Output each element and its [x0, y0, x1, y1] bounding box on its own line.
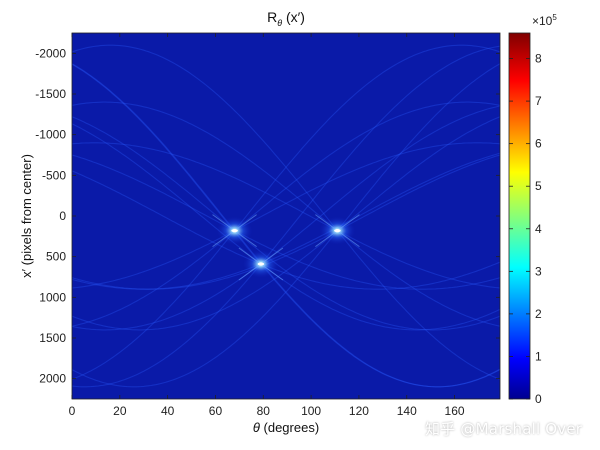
sinogram-trace	[72, 152, 500, 290]
colorbar-tick-label: 5	[535, 179, 542, 193]
sinogram-trace	[72, 44, 500, 380]
y-tick-label: -1000	[35, 128, 66, 142]
x-tick-label: 60	[209, 404, 223, 418]
y-axis-ticks: -2000 -1500 -1000 -500 0 500 1000 1500 2000	[35, 46, 500, 386]
y-tick-label: -1500	[35, 87, 66, 101]
sinogram-trace	[72, 105, 500, 331]
peak-point	[257, 262, 265, 266]
sinogram-trace	[72, 116, 500, 331]
peak-layer	[212, 214, 360, 281]
colorbar-tick-label: 1	[535, 349, 542, 363]
colorbar-exponent: ×105	[532, 13, 557, 28]
y-tick-label: -500	[42, 168, 66, 182]
sinogram-trace	[72, 63, 500, 388]
colorbar-tick-label: 6	[535, 137, 542, 151]
y-tick-label: 0	[59, 209, 66, 223]
chart-title-suffix: (x′)	[282, 9, 305, 25]
colorbar-exponent-power: 5	[552, 13, 557, 22]
peak-point	[334, 229, 341, 233]
colorbar-tick-label: 4	[535, 222, 542, 236]
sinogram-trace	[72, 154, 500, 290]
colorbar-tick-label: 0	[535, 392, 542, 406]
chart-title-subscript: θ	[277, 18, 282, 28]
colorbar-tick-label: 2	[535, 307, 542, 321]
sinogram-trace	[72, 101, 500, 327]
colorbar-ticks: 0 1 2 3 4 5 6 7 8	[509, 52, 542, 406]
sinogram-trace	[72, 63, 500, 388]
heatmap-background	[72, 33, 500, 399]
peak-point	[231, 229, 238, 233]
x-tick-label: 120	[349, 404, 369, 418]
y-tick-label: 1500	[39, 331, 66, 345]
sinogram-trace	[72, 44, 500, 380]
x-axis-label: θ (degrees)	[253, 420, 319, 435]
sinogram-trace	[72, 142, 500, 289]
sinogram-trace	[72, 101, 500, 327]
y-tick-label: 1000	[39, 290, 66, 304]
y-tick-label: 500	[46, 250, 66, 264]
x-tick-label: 100	[301, 404, 321, 418]
colorbar-tick-label: 7	[535, 94, 542, 108]
x-tick-label: 160	[445, 404, 465, 418]
watermark: 知乎 @Marshall Over	[425, 420, 583, 438]
sinogram-trace	[72, 142, 500, 289]
colorbar-tick-label: 8	[535, 52, 542, 66]
sinogram-curves	[72, 44, 500, 388]
x-tick-label: 40	[161, 404, 175, 418]
x-tick-label: 140	[397, 404, 417, 418]
sinogram-trace	[72, 63, 500, 388]
x-tick-label: 80	[257, 404, 271, 418]
x-tick-label: 0	[69, 404, 76, 418]
chart-title: Rθ (x′)	[267, 9, 305, 28]
colorbar: 0 1 2 3 4 5 6 7 8 ×105	[508, 13, 557, 406]
x-tick-label: 20	[113, 404, 127, 418]
y-tick-label: 2000	[39, 372, 66, 386]
colorbar-gradient	[508, 32, 531, 400]
sinogram-trace	[72, 123, 500, 331]
sinogram-trace	[72, 45, 500, 388]
heatmap	[72, 33, 500, 399]
sinogram-trace	[72, 170, 500, 290]
sinogram-trace	[72, 154, 500, 290]
colorbar-tick-label: 3	[535, 264, 542, 278]
sinogram-trace	[72, 116, 500, 331]
x-axis-ticks: 0 20 40 60 80 100 120 140 160	[69, 33, 465, 418]
y-tick-label: -2000	[35, 46, 66, 60]
y-axis-label: x′ (pixels from center)	[19, 154, 34, 278]
